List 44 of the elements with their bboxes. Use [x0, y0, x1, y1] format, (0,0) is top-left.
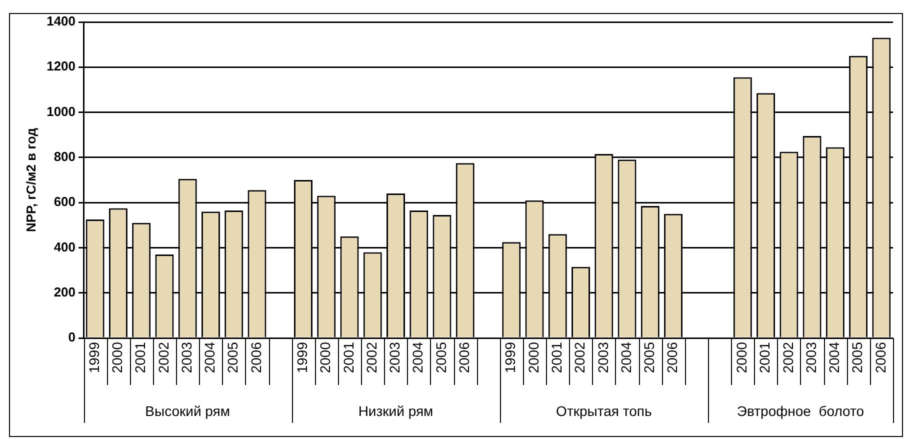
y-tick-label: 1200: [46, 58, 76, 74]
y-tick-label: 200: [54, 284, 76, 300]
x-tick-label: 2005: [849, 342, 866, 374]
x-tick-label: 2005: [432, 342, 449, 374]
x-tick-label: 2005: [224, 342, 241, 374]
x-tick-label: 2006: [248, 342, 264, 374]
x-tick-label: 2004: [618, 342, 634, 374]
x-tick-label: 2000: [317, 342, 334, 374]
y-tick-label: 0: [68, 330, 76, 345]
text: Высокий рям: [145, 402, 230, 419]
text: Низкий рям: [358, 402, 434, 419]
x-tick-label: 2002: [363, 342, 380, 374]
x-tick-label: 2001: [548, 342, 565, 374]
x-tick-label: 1999: [86, 342, 102, 374]
x-tick-label: 2004: [202, 342, 218, 374]
x-tick-label: 2002: [155, 342, 172, 374]
x-tick-label: 2006: [872, 342, 888, 374]
x-tick-label: 2003: [178, 342, 194, 374]
x-tick-label: 2002: [780, 342, 796, 374]
x-tick-label: 2006: [456, 342, 472, 374]
x-tick-label: 2004: [410, 342, 426, 374]
x-tick-label: 2005: [641, 342, 658, 374]
y-axis-title: NPP, гС/м2 в год: [23, 127, 38, 232]
text: Эвтрофное болото: [736, 402, 864, 419]
y-tick-label: 1000: [46, 104, 76, 119]
x-tick-label: 2004: [826, 342, 842, 374]
x-tick-label: 2001: [340, 342, 356, 374]
x-tick-label: 2002: [572, 342, 588, 374]
x-tick-label: 2006: [664, 342, 680, 374]
x-tick-label: 2001: [756, 342, 773, 374]
text: Открытая топь: [556, 402, 652, 419]
x-tick-label: 2003: [594, 342, 611, 374]
x-tick-label: 2003: [386, 342, 403, 374]
y-tick-label: 800: [54, 149, 76, 164]
y-tick-label: 1400: [46, 14, 76, 29]
y-tick-label: 600: [54, 194, 76, 210]
y-tick-label: 400: [54, 239, 76, 254]
x-tick-label: 1999: [294, 342, 310, 374]
x-tick-label: 1999: [502, 342, 518, 374]
x-tick-label: 2000: [525, 342, 542, 374]
x-tick-label: 2000: [109, 342, 126, 374]
x-tick-label: 2001: [132, 342, 148, 374]
x-tick-label: 2000: [734, 342, 750, 374]
x-tick-label: 2003: [802, 342, 819, 374]
